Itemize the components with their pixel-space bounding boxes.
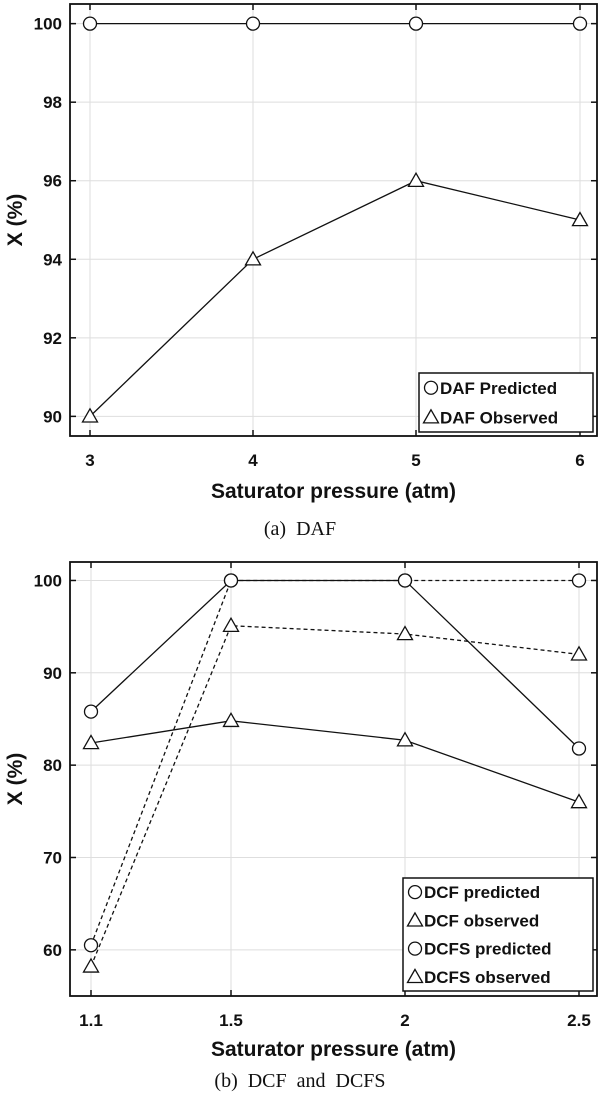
legend-marker-2 bbox=[407, 941, 423, 956]
legend-marker-0 bbox=[407, 884, 423, 900]
x-axis-label: Saturator pressure (atm) bbox=[211, 1038, 456, 1061]
y-tick-label: 60 bbox=[43, 941, 62, 960]
data-point-s2-3 bbox=[571, 573, 587, 588]
legend-marker-0 bbox=[423, 380, 439, 395]
data-point-s2-1 bbox=[223, 573, 239, 588]
legend-label-3: DCFS observed bbox=[424, 968, 551, 987]
axes-frame bbox=[69, 3, 598, 437]
data-point-s1-0 bbox=[81, 407, 99, 423]
x-tick-label: 1.1 bbox=[79, 1011, 103, 1030]
y-tick-label: 94 bbox=[43, 250, 62, 269]
y-tick-label: 100 bbox=[34, 571, 62, 590]
legend-label-1: DAF Observed bbox=[440, 408, 558, 427]
figure-caption: (a) DAF bbox=[264, 518, 336, 540]
x-tick-label: 4 bbox=[248, 451, 258, 470]
data-point-s0-3 bbox=[572, 16, 588, 31]
y-tick-label: 90 bbox=[43, 407, 62, 426]
x-tick-label: 6 bbox=[575, 451, 584, 470]
data-point-s0-2 bbox=[408, 16, 424, 31]
data-point-s3-1 bbox=[222, 616, 240, 632]
y-tick-label: 98 bbox=[43, 93, 62, 112]
data-point-s1-2 bbox=[396, 731, 414, 747]
data-point-s1-3 bbox=[571, 211, 589, 227]
y-tick-label: 100 bbox=[34, 15, 62, 34]
legend-label-1: DCF observed bbox=[424, 911, 539, 930]
data-point-s1-1 bbox=[222, 712, 240, 728]
legend-box bbox=[402, 877, 594, 992]
legend-marker-1 bbox=[422, 408, 440, 424]
legend-marker-1 bbox=[406, 911, 424, 927]
data-point-s1-0 bbox=[82, 734, 100, 750]
series-line-1 bbox=[89, 180, 581, 417]
legend-label-2: DCFS predicted bbox=[424, 940, 552, 959]
data-point-s0-1 bbox=[245, 16, 261, 31]
data-point-s1-1 bbox=[244, 250, 262, 266]
legend: DAF Predicted DAF Observed bbox=[418, 372, 594, 433]
data-point-s2-2 bbox=[397, 573, 413, 588]
axes-frame bbox=[69, 561, 598, 997]
series-line-2 bbox=[90, 579, 579, 946]
x-tick-label: 1.5 bbox=[219, 1011, 243, 1030]
y-tick-label: 70 bbox=[43, 848, 62, 867]
data-point-s3-0 bbox=[82, 957, 100, 973]
data-point-s3-3 bbox=[570, 645, 588, 661]
y-tick-label: 96 bbox=[43, 172, 62, 191]
data-point-s0-0 bbox=[82, 16, 98, 31]
data-point-s0-3 bbox=[571, 741, 587, 756]
series-line-1 bbox=[90, 720, 580, 803]
x-tick-label: 5 bbox=[411, 451, 420, 470]
legend-marker-3 bbox=[406, 968, 424, 984]
data-point-s0-0 bbox=[83, 704, 99, 719]
data-point-s2-0 bbox=[83, 938, 99, 953]
y-tick-label: 92 bbox=[43, 329, 62, 348]
x-tick-label: 2.5 bbox=[567, 1011, 591, 1030]
legend-box bbox=[418, 372, 594, 433]
x-axis-label: Saturator pressure (atm) bbox=[211, 480, 456, 503]
y-axis-label: X (%) bbox=[4, 753, 27, 806]
y-tick-label: 90 bbox=[43, 664, 62, 683]
chart-panel-0: 90 92 94 96 98 100 3 4 5 6 Saturator pressure (atm… bbox=[4, 3, 598, 540]
x-tick-label: 2 bbox=[400, 1011, 409, 1030]
data-point-s1-3 bbox=[570, 793, 588, 809]
x-tick-label: 3 bbox=[85, 451, 94, 470]
legend-label-0: DCF predicted bbox=[424, 883, 540, 902]
y-axis-label: X (%) bbox=[4, 194, 27, 247]
series-line-3 bbox=[90, 625, 580, 967]
legend: DCF predicted DCF observed DCFS predicted D… bbox=[402, 877, 594, 992]
figure-caption: (b) DCF and DCFS bbox=[214, 1070, 385, 1092]
data-point-s1-2 bbox=[407, 171, 425, 188]
data-point-s3-2 bbox=[396, 625, 414, 641]
legend-label-0: DAF Predicted bbox=[440, 379, 557, 398]
chart-panel-1: 60 70 80 90 100 1.1 1.5 2 2.5 Saturator pressure … bbox=[4, 561, 598, 1092]
y-tick-label: 80 bbox=[43, 756, 62, 775]
